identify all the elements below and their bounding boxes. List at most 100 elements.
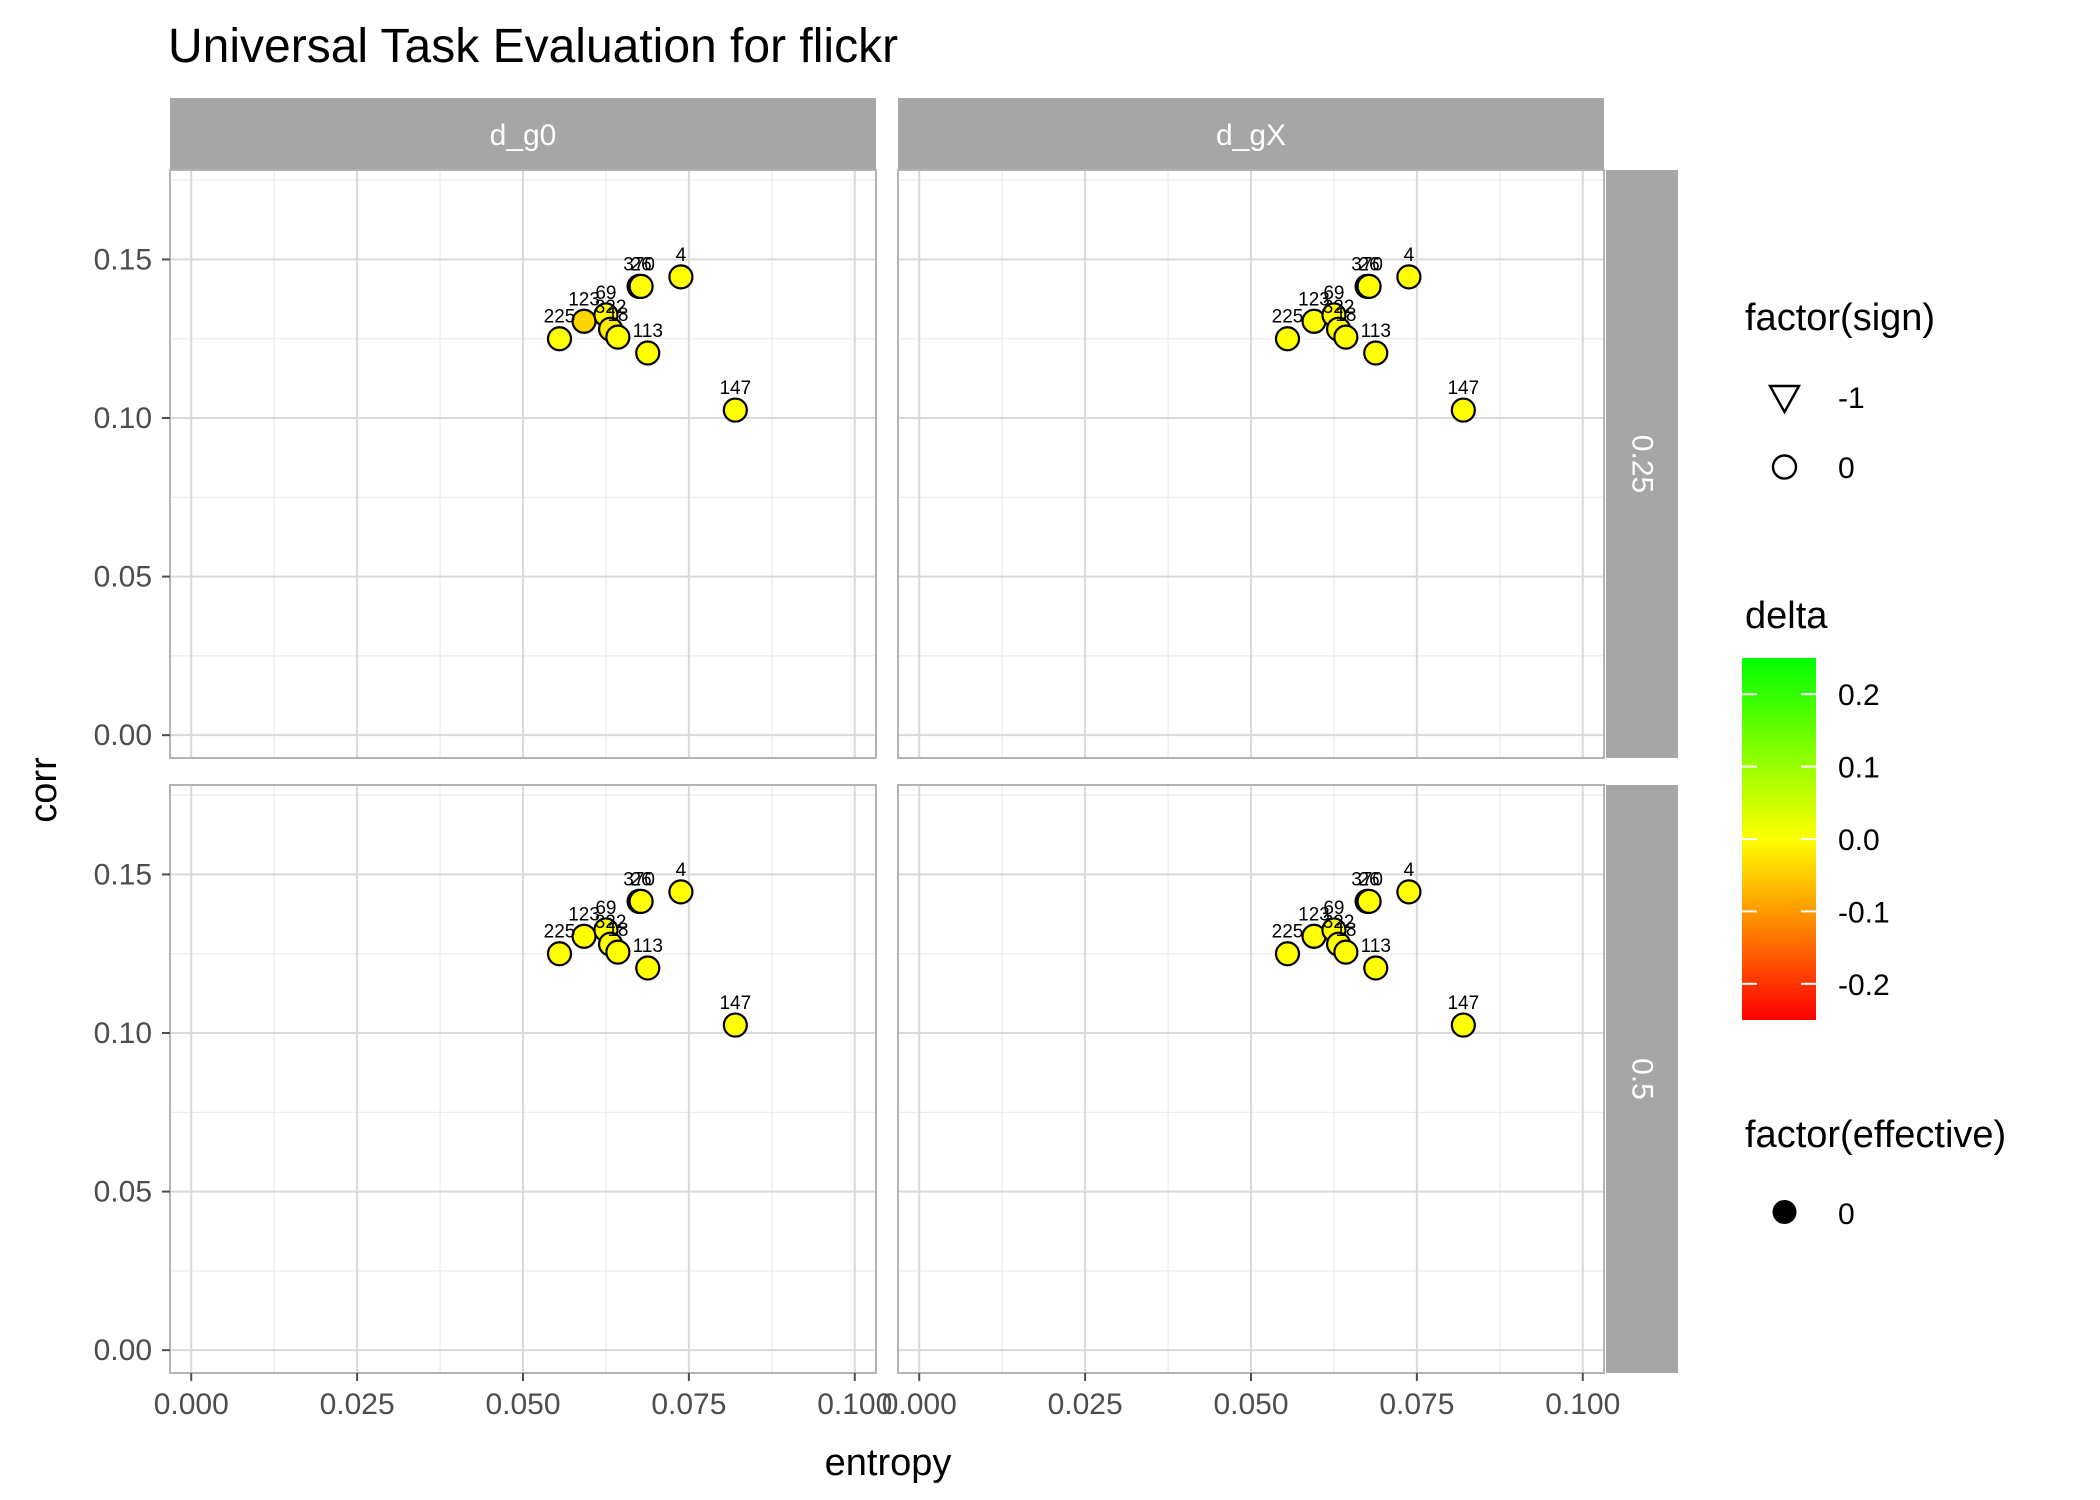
facet-strip-d_gX: d_gX <box>898 98 1604 170</box>
x-tick-label: 0.075 <box>1379 1388 1454 1421</box>
data-point-4 <box>1396 879 1422 905</box>
y-tick-label: 0.05 <box>94 1176 152 1209</box>
point-label: 18 <box>607 305 628 326</box>
point-label: 113 <box>1361 936 1391 957</box>
point-label: 123 <box>568 289 600 310</box>
point-label: 26 <box>631 254 652 275</box>
colorbar-tick-label: -0.1 <box>1838 896 1890 929</box>
point-label: 113 <box>633 321 663 342</box>
point-label: 147 <box>1447 378 1479 399</box>
data-point-147 <box>1450 397 1476 423</box>
colorbar-tick-label: 0.0 <box>1838 824 1880 857</box>
legend-effective-label: 0 <box>1838 1198 1855 1231</box>
point-label: 225 <box>544 307 576 328</box>
data-point-225 <box>546 941 573 967</box>
point-label: 322 <box>1323 912 1355 933</box>
point-label: 18 <box>607 920 628 941</box>
point-label: 147 <box>719 378 751 399</box>
data-point-4 <box>668 264 694 290</box>
point-label: 123 <box>1298 289 1330 310</box>
point-label: 113 <box>1361 321 1391 342</box>
panel-border <box>169 169 877 759</box>
strip-bg <box>170 98 876 170</box>
colorbar-tick-label: 0.2 <box>1838 679 1880 712</box>
point-label: 322 <box>595 912 627 933</box>
point-label: 69 <box>595 283 616 304</box>
y-tick-label: 0.15 <box>94 243 152 276</box>
data-point-26 <box>1356 273 1382 299</box>
point-label: 322 <box>1323 297 1355 318</box>
point-label: 370 <box>623 254 655 275</box>
data-point-113 <box>635 955 661 981</box>
y-tick-label: 0.10 <box>94 402 152 435</box>
point-label: 370 <box>623 869 655 890</box>
point-label: 225 <box>1272 922 1304 943</box>
strip-bg <box>1606 785 1678 1373</box>
data-point-18 <box>605 939 631 965</box>
strip-bg <box>898 98 1604 170</box>
point-label: 4 <box>1404 245 1415 266</box>
point-label: 322 <box>595 297 627 318</box>
data-point-147 <box>722 1012 748 1038</box>
point-label: 26 <box>1359 869 1380 890</box>
legend-delta-title: delta <box>1745 595 1828 637</box>
data-point-113 <box>635 340 661 366</box>
delta-colorbar-ticks: 0.2 0.1 0.0 -0.1 -0.2 <box>1742 679 1890 1002</box>
point-label: 123 <box>1298 904 1330 925</box>
y-tick-label: 0.00 <box>94 1334 152 1367</box>
data-point-147 <box>1450 1012 1476 1038</box>
x-tick-label: 0.025 <box>1048 1388 1123 1421</box>
point-label: 4 <box>676 245 687 266</box>
y-axis-title: corr <box>23 757 65 823</box>
x-tick-label: 0.025 <box>320 1388 395 1421</box>
strip-label: 0.25 <box>1626 435 1659 493</box>
data-point-113 <box>1363 340 1389 366</box>
point-label: 113 <box>633 936 663 957</box>
circle-filled-icon <box>1772 1200 1797 1224</box>
y-tick-label: 0.10 <box>94 1017 152 1050</box>
point-label: 18 <box>1335 305 1356 326</box>
x-tick-label: 0.050 <box>485 1388 560 1421</box>
data-point-4 <box>1396 264 1422 290</box>
data-point-18 <box>1333 939 1359 965</box>
legend-effective-title: factor(effective) <box>1745 1114 2006 1156</box>
point-label: 4 <box>676 860 687 881</box>
y-tick-label: 0.05 <box>94 561 152 594</box>
circle-open-icon <box>1771 454 1798 480</box>
x-tick-label: 0.000 <box>882 1388 957 1421</box>
data-point-26 <box>628 888 654 914</box>
point-label: 370 <box>1351 869 1383 890</box>
data-point-225 <box>1274 941 1301 967</box>
data-point-123 <box>571 308 597 334</box>
strip-label: d_gX <box>1216 119 1286 152</box>
data-point-147 <box>722 397 748 423</box>
facet-panels: d_g0 d_gX0.250.52251236932218370261134147… <box>169 98 1678 1374</box>
data-point-113 <box>1363 955 1389 981</box>
point-label: 370 <box>1351 254 1383 275</box>
x-tick-label: 0.100 <box>1545 1388 1620 1421</box>
panel-border <box>897 169 1605 759</box>
chart-title: Universal Task Evaluation for flickr <box>168 20 898 73</box>
y-tick-label: 0.00 <box>94 719 152 752</box>
data-point-26 <box>1356 888 1382 914</box>
facet-strip-row-0.5: 0.5 <box>1606 785 1678 1373</box>
point-label: 225 <box>544 922 576 943</box>
y-axis-ticks: 0.00 0.05 0.10 0.15 0.00 0.05 0.10 0.15 <box>94 243 170 1367</box>
data-point-4 <box>668 879 694 905</box>
data-point-26 <box>628 273 654 299</box>
x-tick-label: 0.075 <box>651 1388 726 1421</box>
data-point-225 <box>546 326 573 352</box>
facet-strip-row-0.25: 0.25 <box>1606 170 1678 758</box>
x-tick-label: 0.000 <box>154 1388 229 1421</box>
point-label: 26 <box>1359 254 1380 275</box>
colorbar-tick-label: 0.1 <box>1838 752 1880 785</box>
data-point-225 <box>1274 326 1301 352</box>
point-label: 225 <box>1272 307 1304 328</box>
point-label: 69 <box>595 898 616 919</box>
data-point-18 <box>605 324 631 350</box>
legend-sign-label-neg: -1 <box>1838 382 1865 415</box>
